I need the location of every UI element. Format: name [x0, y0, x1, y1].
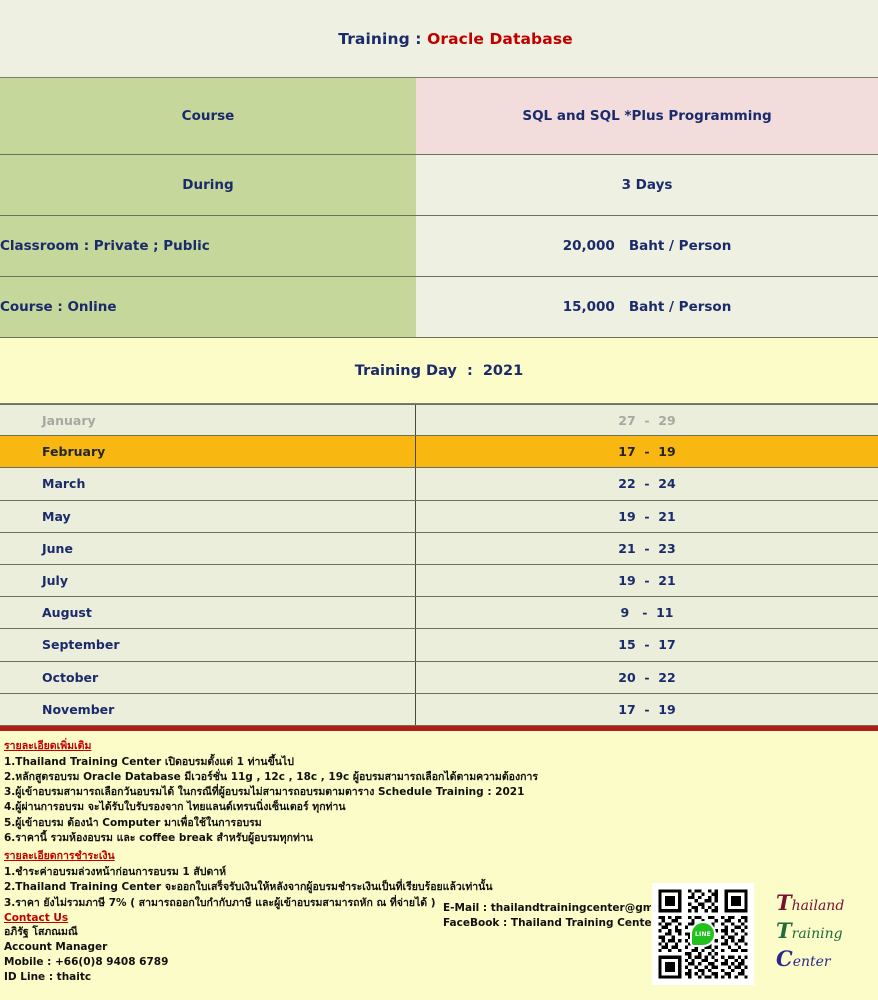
- contact-right-list: E-Mail : thailandtrainingcenter@gmail.co…: [443, 901, 696, 931]
- schedule-dates: 27 - 29: [618, 412, 676, 428]
- schedule-month: February: [0, 436, 416, 468]
- payment-heading: รายละเอียดการชำระเงิน: [4, 850, 115, 863]
- schedule-month: August: [0, 597, 416, 629]
- payment-line: 1.ชำระค่าอบรมล่วงหน้าก่อนการอบรม 1 สัปดา…: [4, 866, 227, 879]
- contact-right-line: FaceBook : Thailand Training Center: [443, 916, 657, 929]
- details-line: 5.ผู้เข้าอบรม ต้องนำ Computer มาเพื่อใช้…: [4, 816, 262, 829]
- payment-line: 3.ราคา ยังไม่รวมภาษี 7% ( สามารถออกใบกำก…: [4, 896, 436, 909]
- payment-line: 2.Thailand Training Center จะออกใบเสร็จร…: [4, 881, 493, 894]
- contact-line: ID Line : thaitc: [4, 971, 92, 984]
- schedule-month: September: [0, 629, 416, 661]
- info-label-classroom: Classroom : Private ; Public: [0, 216, 416, 276]
- schedule-dates: 21 - 23: [618, 540, 676, 556]
- schedule-row[interactable]: June 21 - 23: [0, 532, 878, 565]
- contact-right-block: E-Mail : thailandtrainingcenter@gmail.co…: [443, 901, 696, 931]
- page-title: Training : Oracle Database: [305, 12, 573, 66]
- details-line: 1.Thailand Training Center เปิดอบรมตั้งแ…: [4, 755, 294, 768]
- schedule-row[interactable]: March 22 - 24: [0, 468, 878, 501]
- schedule-month: July: [0, 564, 416, 597]
- line-badge-label: LINE: [695, 930, 711, 938]
- schedule-row[interactable]: October 20 - 22: [0, 661, 878, 694]
- brand-wordmark: Thailand Training Center: [776, 889, 845, 976]
- info-value-online-price: 15,000 Baht / Person: [416, 277, 878, 337]
- schedule-row[interactable]: September 15 - 17: [0, 629, 878, 662]
- schedule-month: June: [0, 532, 416, 564]
- brand-rest-thailand: hailand: [791, 897, 845, 914]
- schedule-dates: 17 - 19: [618, 444, 676, 460]
- details-line: 6.ราคานี้ รวมห้องอบรม และ coffee break ส…: [4, 831, 313, 844]
- page-title-subject: Oracle Database: [427, 29, 573, 48]
- contact-right-line: E-Mail : thailandtrainingcenter@gmail.co…: [443, 901, 697, 914]
- section-divider-rule: [0, 725, 878, 731]
- details-line-list: 1.Thailand Training Center เปิดอบรมตั้งแ…: [2, 755, 878, 845]
- line-qr-code[interactable]: LINE: [652, 883, 754, 985]
- schedule-month: November: [0, 693, 416, 725]
- contact-line: Account Manager: [4, 940, 108, 953]
- brand-cap-c: C: [776, 946, 793, 972]
- schedule-row[interactable]: July 19 - 21: [0, 564, 878, 598]
- schedule-table: January 27 - 29 February 17 - 19 March 22 - 2…: [0, 404, 878, 726]
- brand-rest-center: enter: [792, 954, 831, 971]
- brand-line-thailand: Thailand: [776, 889, 845, 915]
- schedule-dates: 9 - 11: [620, 605, 674, 621]
- schedule-month: May: [0, 500, 416, 532]
- info-row-course: Course SQL and SQL *Plus Programming: [0, 78, 878, 155]
- brand-line-training: Training: [776, 917, 844, 943]
- schedule-dates: 17 - 19: [618, 701, 676, 717]
- schedule-row[interactable]: May 19 - 21: [0, 500, 878, 533]
- schedule-row[interactable]: August 9 - 11: [0, 597, 878, 630]
- info-label-course: Course: [0, 78, 416, 154]
- details-line: 2.หลักสูตรอบรม Oracle Database มีเวอร์ชั…: [4, 771, 538, 784]
- info-value-course: SQL and SQL *Plus Programming: [416, 78, 878, 154]
- brand-line-center: Center: [776, 946, 844, 972]
- info-value-classroom-price: 20,000 Baht / Person: [416, 216, 878, 276]
- page-title-band: Training : Oracle Database: [0, 0, 878, 78]
- brand-rest-training: raining: [791, 925, 843, 942]
- schedule-dates: 20 - 22: [618, 669, 676, 685]
- schedule-month: January: [0, 405, 416, 436]
- schedule-dates: 19 - 21: [618, 508, 676, 524]
- schedule-dates: 22 - 24: [618, 476, 676, 492]
- schedule-month: October: [0, 661, 416, 693]
- contact-line: Mobile : +66(0)8 9408 6789: [4, 956, 169, 969]
- brand-logo-card: LINE Thailand Training Center: [651, 878, 871, 990]
- details-line: 4.ผู้ผ่านการอบรม จะได้รับใบรับรองจาก ไทย…: [4, 801, 346, 814]
- details-heading: รายละเอียดเพิ่มเติม: [4, 739, 92, 752]
- info-label-during: During: [0, 155, 416, 215]
- brand-cap-t2: T: [776, 917, 792, 943]
- schedule-dates: 15 - 17: [618, 637, 676, 653]
- schedule-row[interactable]: January 27 - 29: [0, 404, 878, 437]
- info-row-during: During 3 Days: [0, 155, 878, 216]
- training-day-label: Training Day : 2021: [354, 362, 524, 379]
- info-row-online: Course : Online 15,000 Baht / Person: [0, 277, 878, 338]
- schedule-dates: 19 - 21: [618, 573, 676, 589]
- page-title-prefix: Training :: [338, 29, 428, 48]
- line-app-icon: LINE: [690, 921, 716, 947]
- payment-line-list: 1.ชำระค่าอบรมล่วงหน้าก่อนการอบรม 1 สัปดา…: [2, 865, 878, 910]
- schedule-row[interactable]: November 17 - 19: [0, 693, 878, 726]
- contact-line: อภิรัฐ โสภณมณี: [4, 925, 78, 938]
- training-day-band: Training Day : 2021: [0, 338, 878, 404]
- schedule-month: March: [0, 468, 416, 500]
- brand-cap-t1: T: [776, 889, 792, 915]
- info-row-classroom: Classroom : Private ; Public 20,000 Baht…: [0, 216, 878, 277]
- schedule-row[interactable]: February 17 - 19: [0, 436, 878, 469]
- info-label-online: Course : Online: [0, 277, 416, 337]
- contact-heading[interactable]: Contact Us: [4, 911, 69, 924]
- info-value-during: 3 Days: [416, 155, 878, 215]
- details-line: 3.ผู้เข้าอบรมสามารถเลือกวันอบรมได้ ในกรณ…: [4, 786, 525, 799]
- contact-line-list: อภิรัฐ โสภณมณี Account Manager Mobile : +6…: [2, 925, 878, 985]
